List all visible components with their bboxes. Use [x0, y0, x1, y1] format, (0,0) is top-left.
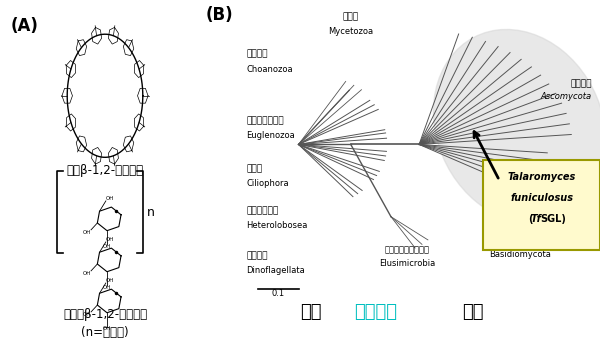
Text: 担子菌: 担子菌 [512, 235, 527, 244]
Text: 0.1: 0.1 [272, 289, 285, 298]
Text: OH: OH [106, 237, 114, 242]
Text: 変形菌: 変形菌 [343, 12, 359, 21]
Text: 渦繊毛藻: 渦繊毛藻 [246, 251, 268, 260]
Text: Mycetozoa: Mycetozoa [328, 27, 373, 36]
Text: OH: OH [83, 312, 91, 317]
FancyBboxPatch shape [484, 159, 600, 250]
Text: Dinoflagellata: Dinoflagellata [246, 266, 305, 275]
Text: 子のう菌: 子のう菌 [571, 80, 592, 89]
Text: 環状β-1,2-グルカン: 環状β-1,2-グルカン [67, 164, 143, 177]
Text: Ascomycota: Ascomycota [541, 92, 592, 101]
Text: OH: OH [83, 271, 91, 276]
Text: 機能未知: 機能未知 [354, 303, 397, 321]
Text: 繊毛虫: 繊毛虫 [246, 164, 262, 173]
Text: エルシミクロビウム: エルシミクロビウム [385, 245, 430, 254]
Text: OH: OH [103, 244, 111, 249]
Text: Choanozoa: Choanozoa [246, 65, 293, 74]
Text: (: ( [527, 214, 532, 224]
Text: Elusimicrobia: Elusimicrobia [379, 259, 435, 268]
Text: 襫繊毛虫: 襫繊毛虫 [246, 50, 268, 59]
Text: OH: OH [103, 326, 111, 331]
Ellipse shape [433, 29, 600, 223]
Text: (n=重合度): (n=重合度) [81, 326, 129, 339]
Text: Basidiomycota: Basidiomycota [488, 250, 551, 259]
Text: ヘテロロボサ: ヘテロロボサ [246, 206, 278, 215]
Text: OH: OH [103, 285, 111, 290]
Text: Tf: Tf [531, 214, 542, 224]
Text: 酵素: 酵素 [462, 303, 484, 321]
Text: SGL): SGL) [541, 214, 566, 224]
Text: (A): (A) [11, 17, 38, 35]
Text: Talaromyces: Talaromyces [508, 172, 576, 182]
Text: n: n [147, 206, 155, 219]
Text: 全て: 全て [300, 303, 322, 321]
Text: 直鎖状β-1,2-グルカン: 直鎖状β-1,2-グルカン [63, 308, 147, 321]
Text: OH: OH [106, 196, 114, 201]
Text: funiculosus: funiculosus [510, 193, 573, 202]
Text: Heterolobosea: Heterolobosea [246, 221, 308, 230]
Text: Ciliophora: Ciliophora [246, 179, 289, 188]
Text: Euglenozoa: Euglenozoa [246, 131, 295, 140]
Text: ユーグレノゾア: ユーグレノゾア [246, 116, 284, 125]
Text: OH: OH [106, 278, 114, 283]
Text: OH: OH [83, 230, 91, 235]
Text: (B): (B) [206, 6, 233, 24]
